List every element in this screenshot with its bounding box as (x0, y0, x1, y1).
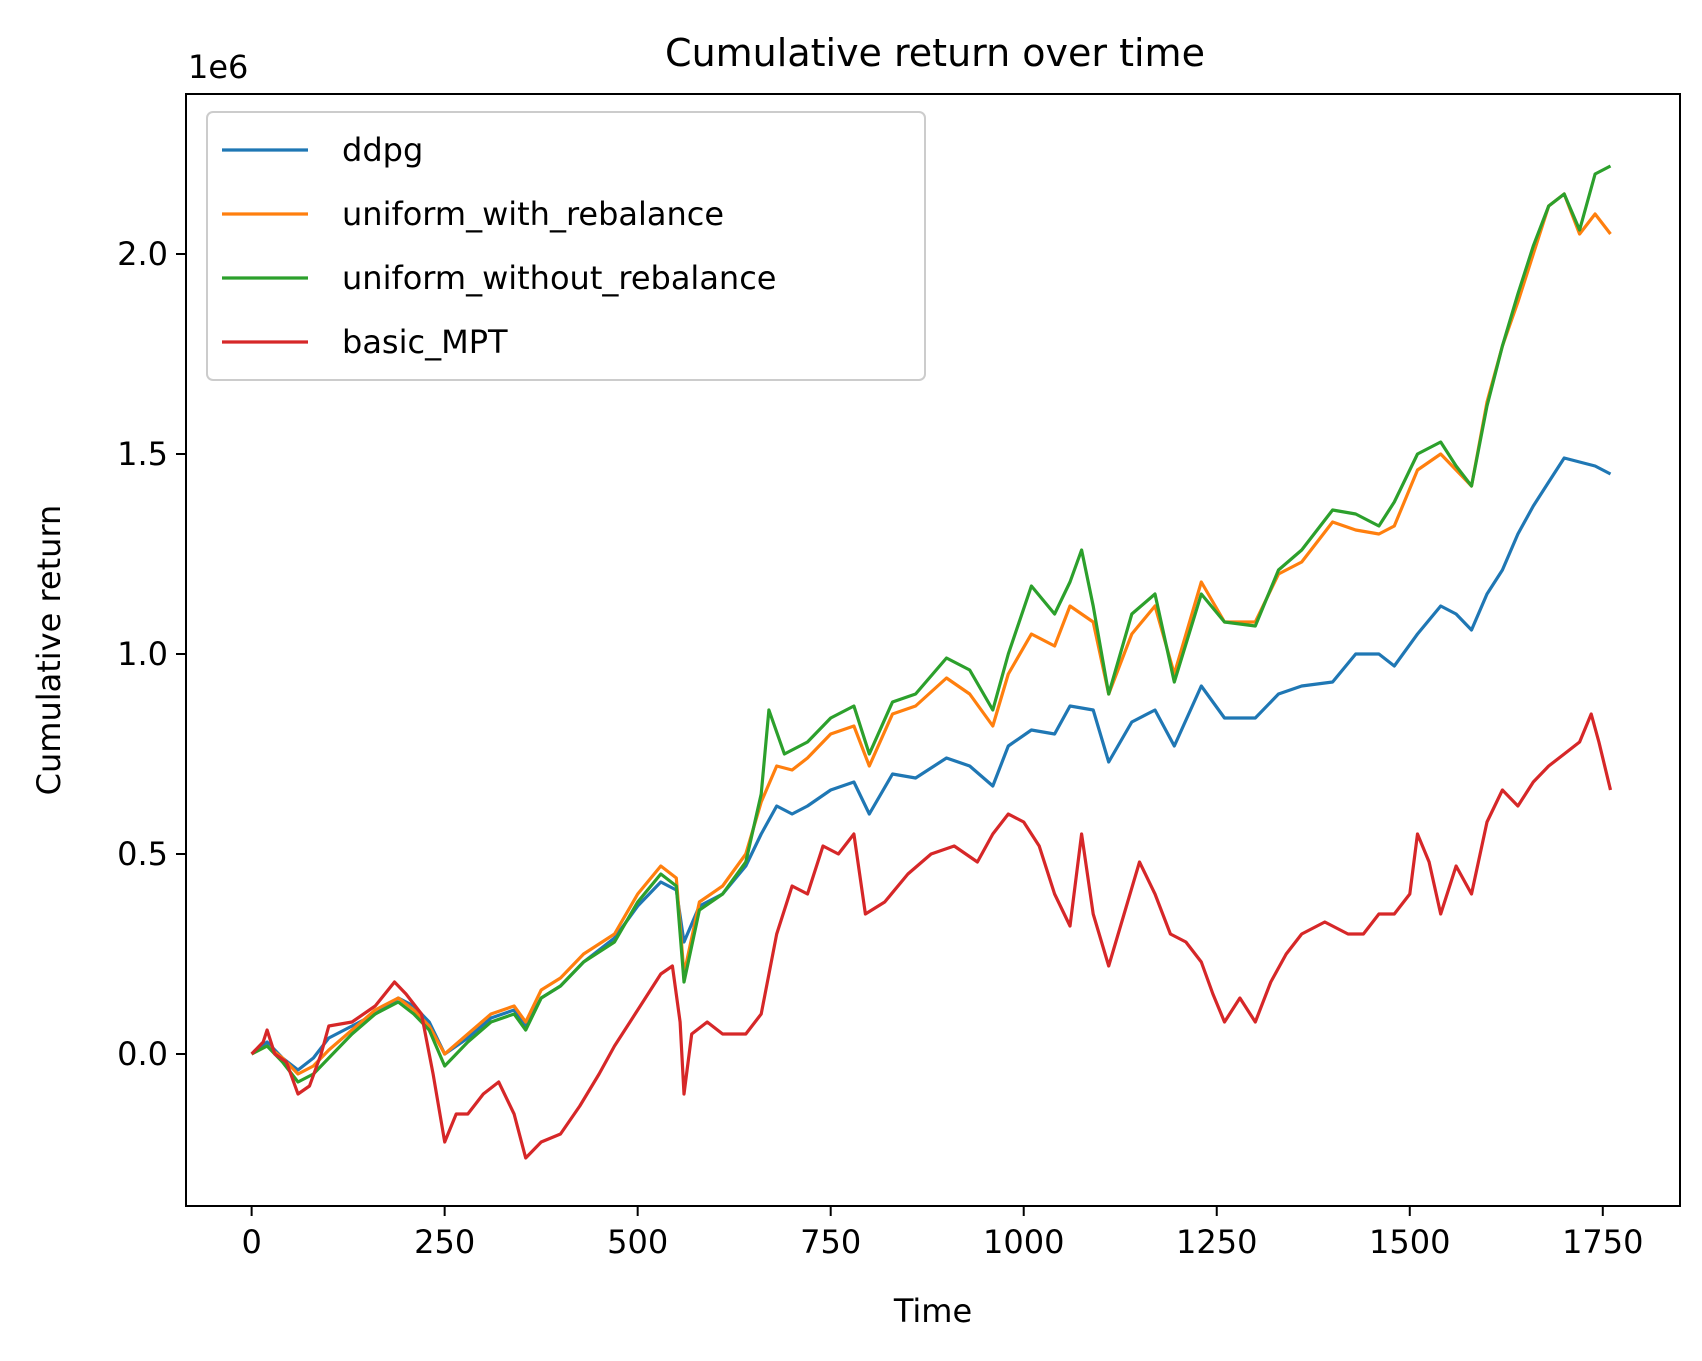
x-axis-label: Time (893, 1292, 972, 1330)
y-axis-offset-text: 1e6 (188, 48, 248, 86)
y-tick-label: 2.0 (117, 235, 168, 273)
x-tick-label: 1500 (1369, 1223, 1450, 1261)
x-axis-ticks: 0 250 500 750 1000 1250 1500 1750 (241, 1206, 1644, 1261)
legend-label: uniform_with_rebalance (342, 195, 724, 233)
x-tick-label: 750 (800, 1223, 861, 1261)
legend-label: basic_MPT (342, 323, 508, 361)
x-tick-label: 250 (414, 1223, 475, 1261)
x-tick-label: 0 (241, 1223, 261, 1261)
axes-frame (185, 93, 1681, 1207)
legend-label: ddpg (342, 131, 423, 169)
x-tick-label: 500 (607, 1223, 668, 1261)
plot-series-group (250, 164, 1613, 1160)
y-tick-label: 1.0 (117, 635, 168, 673)
series-line-uniform-with-rebalance (250, 192, 1612, 1076)
x-tick-label: 1250 (1176, 1223, 1257, 1261)
legend: ddpg uniform_with_rebalance uniform_withou… (206, 111, 926, 381)
series-line-uniform-without-rebalance (250, 164, 1612, 1084)
x-tick-label: 1750 (1562, 1223, 1643, 1261)
y-tick-label: 0.0 (117, 1035, 168, 1073)
series-line-basic-mpt (250, 712, 1613, 1160)
legend-box (206, 111, 926, 381)
y-tick-label: 0.5 (117, 835, 168, 873)
legend-label: uniform_without_rebalance (342, 259, 776, 297)
chart-title: Cumulative return over time (665, 31, 1205, 75)
y-tick-label: 1.5 (117, 435, 168, 473)
x-tick-label: 1000 (983, 1223, 1064, 1261)
y-axis-label: Cumulative return (30, 505, 68, 796)
y-axis-ticks: 0.0 0.5 1.0 1.5 2.0 (117, 235, 186, 1073)
